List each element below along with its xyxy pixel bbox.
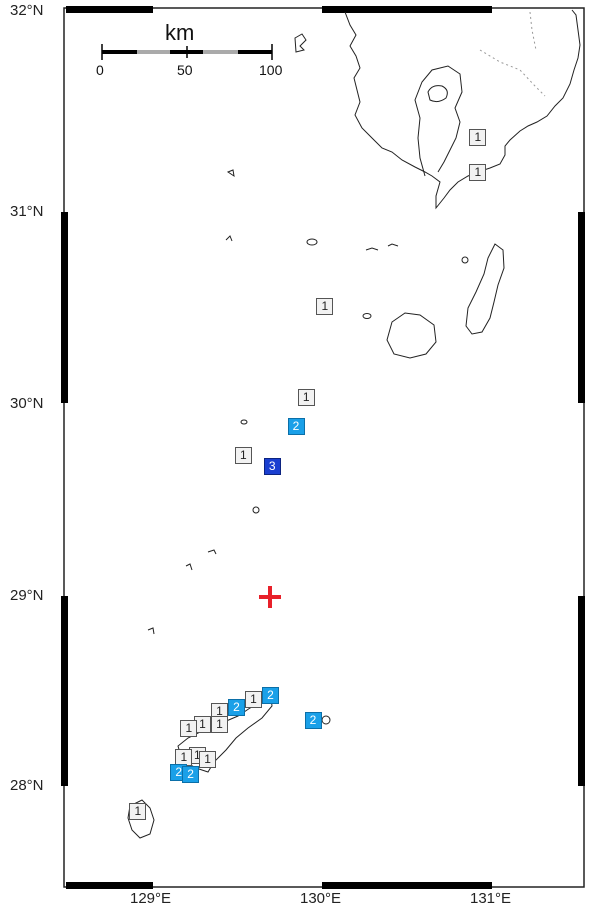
prefecture-border (479, 49, 546, 97)
tokara-island-3 (207, 549, 217, 555)
frame-border-right-2 (578, 596, 585, 786)
intensity-marker: 1 (129, 802, 147, 820)
lat-label-31n: 31°N (10, 203, 44, 220)
intensity-marker: 2 (228, 698, 245, 716)
scale-bar-segment-4 (203, 50, 238, 54)
frame-border-left-2 (61, 596, 68, 786)
yakushima-island (386, 312, 437, 359)
mageshima-island (461, 256, 469, 264)
scale-bar-unit: km (165, 20, 195, 45)
lat-label-32n: 32°N (10, 2, 44, 19)
scale-bar-segment-5 (238, 50, 272, 54)
lon-label-131e: 131°E (470, 890, 512, 907)
prefecture-border-2 (529, 11, 537, 51)
tokara-island-5 (147, 627, 155, 635)
tokara-island-1 (240, 419, 248, 425)
frame-border-bottom-1 (66, 882, 153, 889)
tokara-island-4 (185, 563, 193, 571)
tanegashima-island (465, 243, 505, 335)
intensity-marker: 1 (234, 446, 252, 464)
frame-border-bottom-2 (322, 882, 492, 889)
kagoshima-bay (414, 65, 463, 177)
frame-border-top-2 (322, 6, 492, 13)
intensity-marker: 1 (245, 691, 262, 709)
scale-bar-label-50: 50 (177, 62, 193, 78)
takeshima-iojima (365, 243, 399, 251)
frame-border-right-1 (578, 212, 585, 403)
kuchinoerabu-island (362, 313, 372, 319)
scale-bar-segment-1 (102, 50, 137, 54)
intensity-marker: 1 (194, 716, 211, 734)
epicenter-cross-icon (259, 586, 281, 609)
intensity-marker: 1 (469, 129, 487, 147)
tokara-island-2 (252, 506, 260, 514)
intensity-marker: 2 (182, 766, 200, 784)
island-small-1 (226, 169, 235, 178)
sakurajima (427, 85, 448, 103)
kuroshima-island (306, 238, 318, 246)
intensity-marker: 1 (211, 716, 228, 734)
scale-bar-label-100: 100 (259, 62, 283, 78)
map-frame (63, 7, 585, 888)
intensity-marker: 1 (297, 388, 315, 406)
lat-label-30n: 30°N (10, 395, 44, 412)
intensity-marker: 1 (316, 298, 334, 316)
intensity-marker: 2 (304, 712, 322, 730)
scale-bar-label-0: 0 (96, 62, 104, 78)
coast-detail (294, 33, 307, 53)
lat-label-28n: 28°N (10, 777, 44, 794)
scale-bar-segment-2 (137, 50, 170, 54)
island-small-2 (225, 235, 233, 242)
intensity-marker: 3 (263, 458, 281, 476)
lon-label-130e: 130°E (300, 890, 342, 907)
kikaijima-island (321, 715, 331, 725)
intensity-marker: 2 (287, 417, 305, 435)
tokunoshima-island (127, 799, 155, 839)
frame-border-top-1 (66, 6, 153, 13)
intensity-marker: 1 (469, 163, 487, 181)
intensity-marker: 2 (262, 687, 279, 705)
lat-label-29n: 29°N (10, 587, 44, 604)
lon-label-129e: 129°E (130, 890, 172, 907)
intensity-marker: 1 (180, 720, 198, 738)
frame-border-left-1 (61, 212, 68, 403)
intensity-marker: 1 (199, 750, 217, 768)
kyushu-coastline (344, 9, 581, 210)
